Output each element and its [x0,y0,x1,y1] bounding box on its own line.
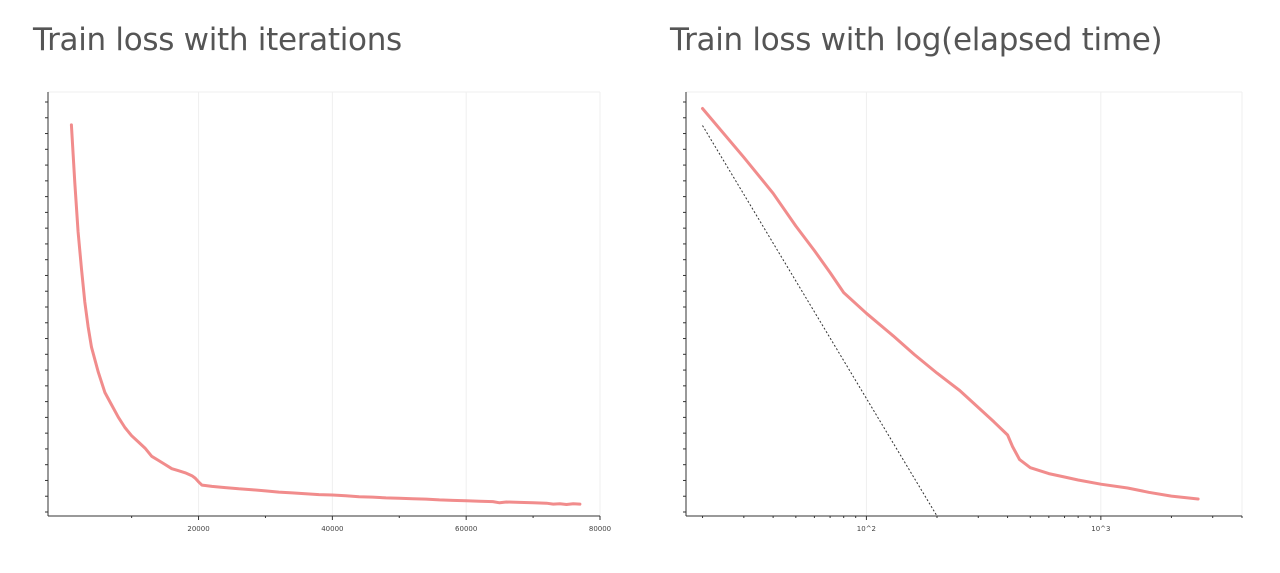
x-tick-label-log-time-0: 10^2 [857,525,876,533]
x-tick-label-iterations-1: 40000 [321,525,343,533]
x-tick-label-log-time-1: 10^3 [1091,525,1110,533]
series-line-iterations [69,123,582,506]
x-tick-label-iterations-2: 60000 [455,525,477,533]
series-line-log-time [701,107,1200,501]
x-tick-label-iterations-0: 20000 [187,525,209,533]
chart-title-iterations: Train loss with iterations [33,22,402,58]
chart-title-log-time: Train loss with log(elapsed time) [670,22,1163,58]
reference-line-log-time [702,125,938,517]
x-tick-label-iterations-3: 80000 [589,525,611,533]
